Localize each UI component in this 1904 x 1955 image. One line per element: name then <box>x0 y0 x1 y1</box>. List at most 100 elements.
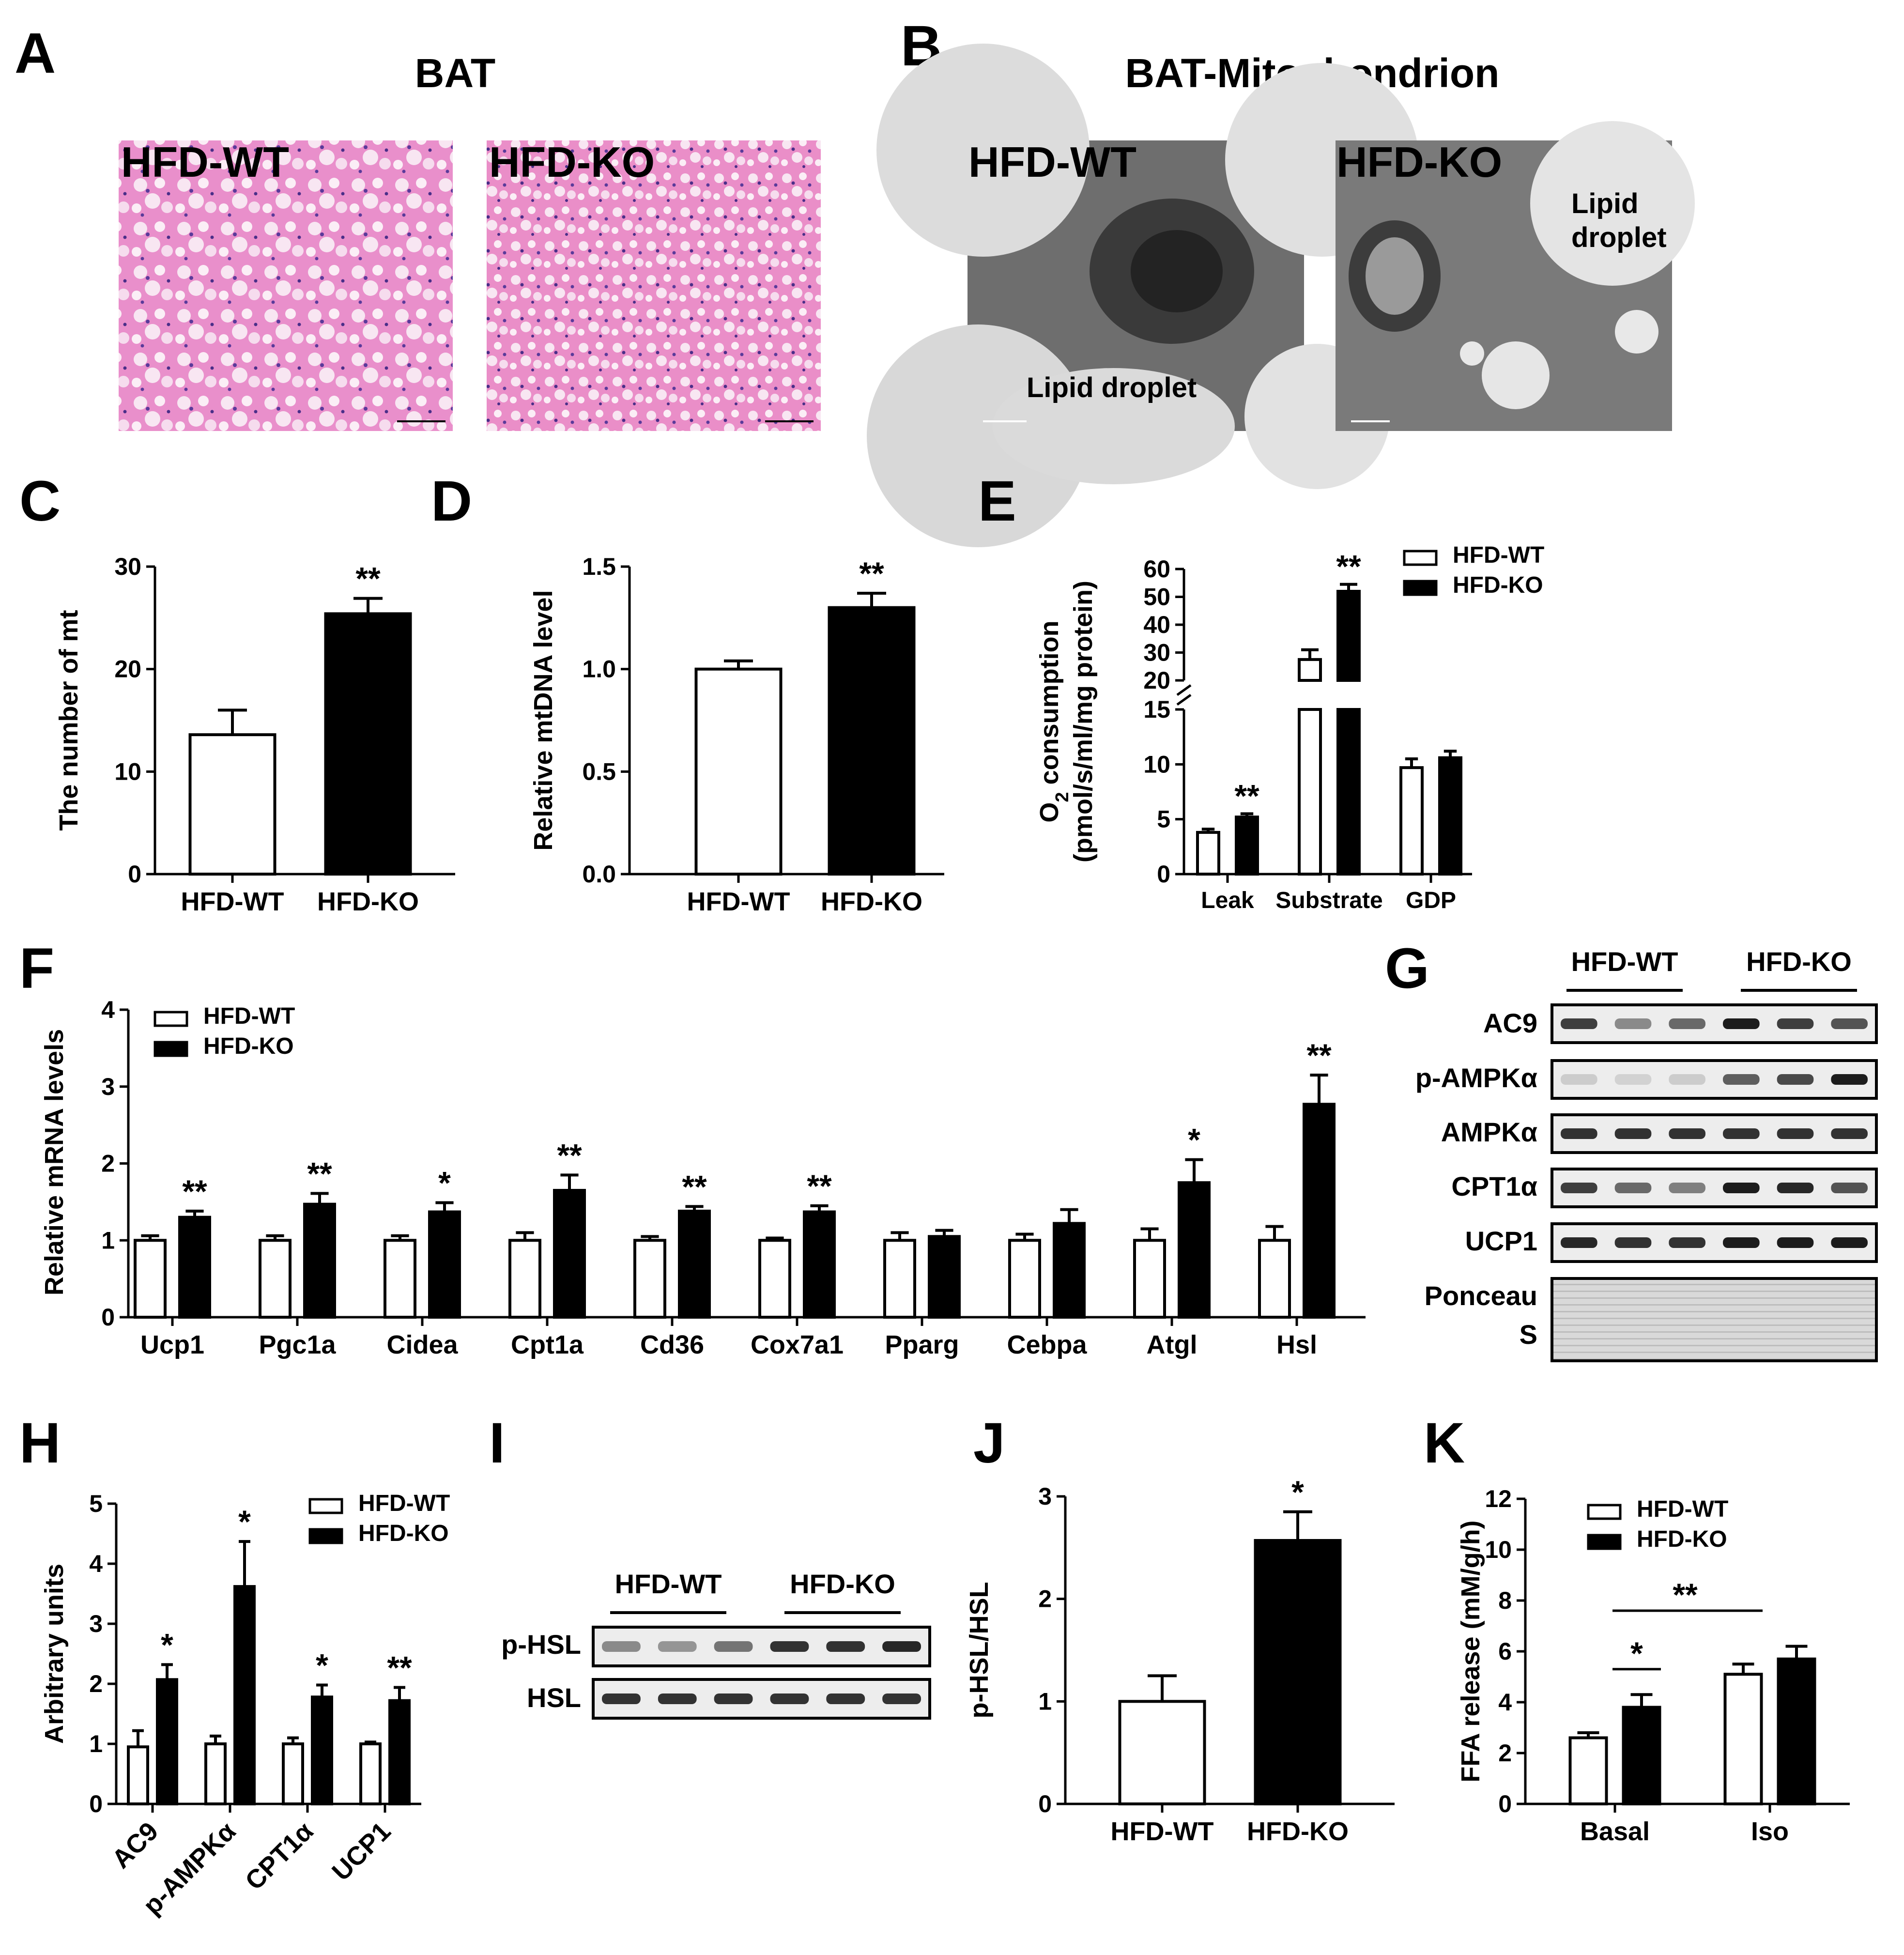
y-tick-label: 8 <box>1498 1587 1512 1614</box>
y-tick-label: 12 <box>1485 1485 1512 1512</box>
blot-band <box>1777 1018 1814 1029</box>
blot-band <box>1614 1074 1652 1085</box>
y-tick-label: 0.0 <box>582 861 616 888</box>
x-tick-label: GDP <box>1406 888 1456 913</box>
y-tick-label: 3 <box>89 1610 103 1637</box>
bar <box>1303 1103 1336 1319</box>
image-label-ko: HFD-KO <box>489 138 655 186</box>
panel-b: B BAT-Mitochondrion HFD-WT HFD-KO Lipid … <box>867 14 1695 547</box>
significance-marker: ** <box>387 1649 412 1685</box>
legend-swatch <box>1587 1504 1622 1520</box>
blot-band <box>1614 1128 1652 1139</box>
x-tick-label: Hsl <box>1276 1330 1317 1359</box>
blot-band <box>1723 1183 1760 1193</box>
bar <box>127 1745 149 1805</box>
y-tick-label: 0 <box>1157 861 1170 888</box>
significance-marker: ** <box>1234 778 1259 814</box>
lipid-droplet-label: Lipid <box>1571 188 1639 219</box>
y-tick-label: 5 <box>89 1490 103 1517</box>
y-tick-label: 0.5 <box>582 758 616 785</box>
panel-i-blot: HFD-WT HFD-KO p-HSL HSL <box>501 1569 931 1720</box>
legend-label: HFD-KO <box>203 1033 294 1059</box>
blot-band <box>1614 1018 1652 1029</box>
bar <box>553 1189 586 1319</box>
blot-label: UCP1 <box>1465 1226 1537 1256</box>
blot-band <box>1777 1237 1814 1248</box>
x-tick-label: Basal <box>1580 1817 1650 1846</box>
y-tick-label: 1.0 <box>582 656 616 683</box>
x-tick-label: HFD-KO <box>1247 1817 1349 1846</box>
bar <box>359 1742 382 1805</box>
chart-h: 012345*AC9*p-AMPKα*CPT1α**UCP1Arbitrary … <box>40 1490 450 1920</box>
y-tick-label: 0 <box>89 1790 103 1817</box>
blot-band <box>1831 1183 1868 1193</box>
legend-label: HFD-WT <box>358 1491 450 1516</box>
y-tick-label: 2 <box>1498 1739 1512 1767</box>
blot-band <box>882 1693 921 1704</box>
blot-band <box>1723 1018 1760 1029</box>
blot-band <box>770 1693 809 1704</box>
blot-band <box>658 1641 697 1652</box>
significance-marker: * <box>316 1647 328 1683</box>
y-tick-label: 0 <box>128 861 141 888</box>
bar <box>1336 708 1361 876</box>
blot-band <box>1561 1183 1597 1193</box>
significance-marker: * <box>238 1504 251 1539</box>
bar <box>428 1210 461 1319</box>
blot-strip <box>592 1678 931 1720</box>
blot-label: Ponceau <box>1425 1280 1537 1311</box>
bar <box>1008 1239 1041 1319</box>
bar <box>928 1235 961 1319</box>
y-tick-label: 3 <box>1038 1483 1052 1510</box>
blot-band <box>1777 1128 1814 1139</box>
group-label-ko: HFD-KO <box>790 1569 895 1599</box>
chart-d: 0.0 0.5 1.0 1.5 HFD-WT HFD-KO ** Relative mtDNA… <box>529 553 944 916</box>
panel-k-letter: K <box>1424 1411 1465 1475</box>
blot-label: p-AMPKα <box>1415 1062 1537 1093</box>
y-tick-label: 0 <box>1498 1790 1512 1817</box>
significance-marker: ** <box>182 1173 207 1209</box>
blot-band <box>1723 1074 1760 1085</box>
lipid-droplet-label: droplet <box>1571 222 1667 253</box>
blot-band <box>1669 1183 1705 1193</box>
y-axis-label: Arbitrary units <box>40 1564 69 1744</box>
blot-band <box>658 1693 697 1704</box>
blot-band <box>1669 1128 1705 1139</box>
blot-band <box>1723 1128 1760 1139</box>
x-tick-label: Atgl <box>1147 1330 1198 1359</box>
legend-swatch <box>154 1011 188 1027</box>
bar <box>188 733 276 876</box>
bar <box>1723 1673 1763 1805</box>
bar <box>1133 1239 1166 1319</box>
blot-strip <box>1551 1003 1878 1044</box>
blot-strip <box>1551 1059 1878 1100</box>
x-tick-label: Leak <box>1201 888 1254 913</box>
bar <box>388 1699 411 1805</box>
blot-band <box>714 1641 753 1652</box>
legend-label: HFD-KO <box>358 1521 449 1546</box>
bar <box>1235 816 1259 876</box>
legend-swatch <box>308 1498 343 1514</box>
x-tick-label: HFD-KO <box>317 887 419 916</box>
legend-label: HFD-KO <box>1453 572 1543 598</box>
bar <box>758 1239 791 1319</box>
y-tick-label: 1.5 <box>582 553 616 580</box>
blot-strip <box>1551 1222 1878 1263</box>
significance-marker: ** <box>355 561 381 597</box>
x-tick-label: Iso <box>1751 1817 1789 1846</box>
chart-k: 0 2 4 6 8 10 12 Basal Iso FFA release (mM/g/h) HFD… <box>1456 1485 1850 1846</box>
bar <box>1118 1700 1206 1805</box>
significance-marker: * <box>438 1165 451 1201</box>
blot-band <box>1561 1237 1597 1248</box>
lipid-droplet-label: Lipid droplet <box>1027 372 1197 403</box>
bar <box>1438 756 1462 876</box>
bar <box>1196 831 1220 876</box>
bar <box>694 667 783 876</box>
y-tick-label: 10 <box>1143 751 1170 778</box>
significance-marker: * <box>1188 1122 1200 1158</box>
bar <box>259 1239 292 1319</box>
legend-swatch <box>308 1528 343 1544</box>
blot-band <box>1614 1183 1652 1193</box>
y-tick-label: 10 <box>1485 1536 1512 1563</box>
